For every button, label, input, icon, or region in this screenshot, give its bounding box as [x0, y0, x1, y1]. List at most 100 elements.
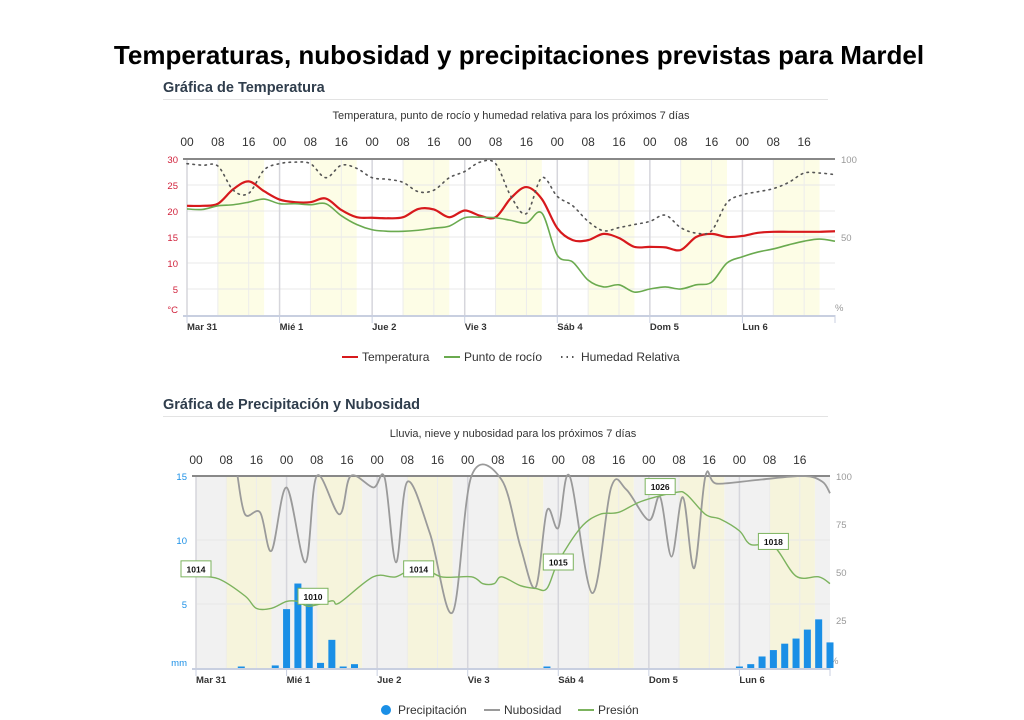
- y-left-tick-label: 20: [167, 207, 178, 218]
- day-label: Sáb 4: [558, 675, 584, 686]
- precipitation-bar: [769, 650, 777, 668]
- series-line-temperatura: [186, 180, 836, 252]
- hour-tick-label: 08: [672, 453, 686, 467]
- divider: [163, 416, 828, 417]
- y-right-tick-label: 75: [836, 520, 847, 531]
- y-left-unit: °C: [167, 305, 178, 316]
- hour-tick-label: 00: [552, 453, 566, 467]
- night-band: [467, 476, 498, 668]
- precipitation-bar: [803, 629, 811, 668]
- legend-swatch: [381, 705, 391, 715]
- day-label: Lun 6: [742, 322, 767, 333]
- chart-subtitle: Temperatura, punto de rocío y humedad re…: [332, 110, 690, 122]
- pressure-label-box: [403, 560, 435, 578]
- hour-tick-label: 00: [180, 135, 194, 149]
- night-band: [543, 476, 559, 668]
- hour-tick-label: 16: [793, 453, 807, 467]
- y-right-tick-label: 50: [836, 568, 847, 579]
- legend-item-label: Precipitación: [398, 703, 467, 717]
- pressure-label: 1018: [764, 537, 783, 547]
- y-left-tick-label: 25: [167, 181, 178, 192]
- hour-tick-label: 16: [612, 453, 626, 467]
- series-line-punto-de-rocío: [186, 198, 836, 294]
- hour-tick-label: 16: [703, 453, 717, 467]
- hour-tick-label: 08: [582, 453, 596, 467]
- hour-tick-label: 00: [365, 135, 379, 149]
- precipitation-bar: [747, 664, 755, 668]
- hour-tick-label: 00: [643, 135, 657, 149]
- day-label: Sáb 4: [557, 322, 583, 333]
- legend-item-label: Humedad Relativa: [581, 350, 680, 364]
- hour-tick-label: 08: [489, 135, 503, 149]
- hour-tick-label: 08: [310, 453, 324, 467]
- precipitation-bar: [792, 638, 800, 668]
- hour-tick-label: 16: [250, 453, 264, 467]
- precipitation-bar: [351, 664, 358, 668]
- legend-item-label: Presión: [598, 703, 639, 717]
- hour-tick-label: 16: [427, 135, 441, 149]
- hour-tick-label: 08: [211, 135, 225, 149]
- daylight-band: [497, 476, 544, 668]
- night-band: [648, 476, 680, 668]
- precipitation-bar: [543, 666, 551, 668]
- hour-tick-label: 00: [370, 453, 384, 467]
- day-label: Dom 5: [649, 675, 679, 686]
- pressure-label-box: [542, 553, 574, 571]
- series-line-humedad-relativa: [186, 159, 836, 235]
- precipitation-bar: [271, 665, 279, 668]
- precipitation-bar: [826, 642, 834, 668]
- hour-tick-label: 16: [521, 453, 535, 467]
- precipitation-bar: [735, 666, 743, 668]
- legend-item-label: Temperatura: [362, 350, 430, 364]
- y-left-tick-label: 15: [167, 233, 178, 244]
- precipitation-bar: [781, 643, 789, 668]
- y-left-tick-label: 5: [182, 600, 187, 611]
- hour-tick-label: 08: [396, 135, 410, 149]
- day-label: Mar 31: [196, 675, 227, 686]
- precipitation-bar: [815, 619, 823, 668]
- hour-tick-label: 00: [273, 135, 287, 149]
- night-band: [724, 476, 740, 668]
- y-right-tick-label: 50: [841, 233, 852, 244]
- pressure-label: 1026: [651, 482, 670, 492]
- hour-tick-label: 08: [304, 135, 318, 149]
- legend-item-label: Punto de rocío: [464, 350, 542, 364]
- day-label: Mar 31: [187, 322, 218, 333]
- precipitation-section-title: Gráfica de Precipitación y Nubosidad: [163, 397, 421, 413]
- night-band: [271, 476, 287, 668]
- hour-tick-label: 00: [458, 135, 472, 149]
- y-right-tick-label: 25: [836, 616, 847, 627]
- y-right-unit: %: [835, 303, 844, 314]
- daylight-band: [588, 476, 634, 668]
- night-band: [558, 476, 589, 668]
- pressure-label: 1014: [409, 564, 428, 574]
- precipitation-bar: [339, 666, 347, 668]
- y-left-tick-label: 10: [176, 536, 187, 547]
- hour-tick-label: 16: [612, 135, 626, 149]
- hour-tick-label: 00: [461, 453, 475, 467]
- hour-tick-label: 08: [674, 135, 688, 149]
- precipitation-bar: [328, 639, 336, 668]
- day-label: Vie 3: [468, 675, 490, 686]
- precipitation-bar: [758, 656, 766, 668]
- daylight-band: [226, 476, 272, 668]
- precipitation-bar: [305, 601, 313, 668]
- precipitation-bar: [294, 583, 302, 668]
- pressure-label: 1010: [304, 592, 323, 602]
- hour-tick-label: 08: [767, 135, 781, 149]
- precipitation-bar: [237, 666, 245, 668]
- y-right-tick-label: 100: [836, 472, 852, 483]
- divider: [163, 99, 828, 100]
- hour-tick-label: 08: [491, 453, 505, 467]
- day-label: Vie 3: [465, 322, 487, 333]
- page-title: Temperaturas, nubosidad y precipitacione…: [113, 40, 925, 70]
- pressure-label: 1014: [187, 564, 206, 574]
- hour-tick-label: 00: [733, 453, 747, 467]
- y-left-unit: mm: [171, 658, 187, 669]
- hour-tick-label: 16: [431, 453, 445, 467]
- pressure-label-box: [644, 478, 676, 496]
- chart-subtitle: Lluvia, nieve y nubosidad para los próxi…: [390, 428, 637, 440]
- y-right-unit: %: [830, 656, 839, 667]
- hour-tick-label: 16: [340, 453, 354, 467]
